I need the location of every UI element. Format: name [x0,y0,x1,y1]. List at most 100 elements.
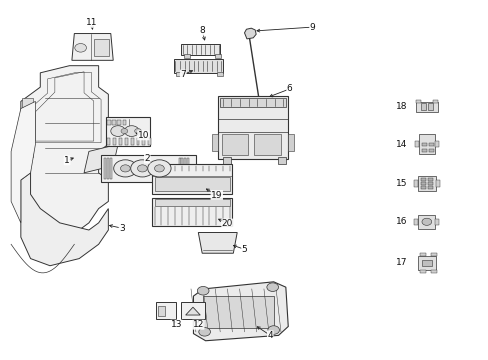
Bar [414,219,417,225]
Bar [184,158,186,179]
Bar [158,306,164,316]
Bar [221,134,248,155]
Bar [203,296,273,328]
Polygon shape [193,282,287,341]
Bar [154,177,229,192]
Bar [415,102,437,112]
Text: 2: 2 [144,154,150,163]
Text: 7: 7 [180,70,186,79]
Circle shape [199,328,210,336]
Bar [421,143,426,147]
Bar [176,72,182,76]
Bar [124,138,127,145]
Bar [179,158,181,179]
Text: 12: 12 [192,320,203,329]
Bar [428,143,433,147]
Bar [101,155,196,182]
Text: 14: 14 [396,140,407,149]
Text: 17: 17 [395,258,407,267]
Bar [420,182,425,185]
Bar [142,138,145,145]
Circle shape [114,160,137,177]
Bar [107,158,109,179]
Bar [418,134,434,154]
Text: 8: 8 [199,26,204,35]
Bar [181,44,220,55]
Bar [427,186,432,189]
Bar [181,302,204,319]
Bar [420,178,425,181]
Bar [435,180,439,187]
Text: 20: 20 [222,219,233,228]
Circle shape [421,218,431,225]
Bar [421,149,426,152]
Bar [287,134,293,152]
Circle shape [120,165,130,172]
Bar [104,158,106,179]
Bar [430,270,436,273]
Bar [122,120,126,125]
Bar [417,256,435,270]
Polygon shape [21,66,108,237]
Bar [216,72,222,76]
Bar [254,134,281,155]
Bar [414,141,418,147]
Bar [222,157,231,164]
Bar [152,198,232,226]
Bar [220,98,285,107]
Circle shape [266,283,278,292]
Circle shape [111,126,125,136]
Bar [130,138,133,145]
Bar [427,178,432,181]
Bar [417,215,434,229]
Bar [112,120,116,125]
Bar [417,176,435,192]
Text: 1: 1 [64,156,70,165]
Bar [427,103,432,111]
Bar [113,138,116,145]
Text: 11: 11 [86,18,98,27]
Bar [106,117,149,146]
Text: 4: 4 [267,331,272,340]
Bar [22,123,32,132]
Bar [119,138,122,145]
Circle shape [137,165,147,172]
Bar [415,100,420,103]
Bar [181,158,183,179]
Bar [215,54,221,58]
Polygon shape [21,173,108,266]
Circle shape [267,326,279,334]
Bar [154,199,229,206]
Text: 10: 10 [137,131,149,140]
Bar [174,59,222,73]
Circle shape [147,160,171,177]
Text: 16: 16 [395,217,407,226]
Bar [107,120,111,125]
Bar [421,260,431,266]
Text: 9: 9 [309,23,315,32]
Bar [430,253,436,256]
Polygon shape [84,144,118,173]
Text: 19: 19 [211,190,222,199]
Bar [419,253,425,256]
Bar [277,157,286,164]
Bar [110,158,112,179]
Bar [428,149,433,152]
Bar [434,219,438,225]
Circle shape [75,44,86,52]
Bar [22,148,32,157]
Text: 5: 5 [241,245,247,254]
Circle shape [134,129,141,134]
Circle shape [130,160,154,177]
Text: 13: 13 [170,320,182,329]
Bar [148,138,151,145]
Circle shape [197,287,208,295]
Circle shape [124,126,139,136]
Text: 6: 6 [286,84,292,93]
Bar [22,98,32,107]
Bar [117,120,120,125]
Circle shape [154,165,164,172]
Bar [432,100,437,103]
Bar [187,158,189,179]
Polygon shape [185,307,200,315]
